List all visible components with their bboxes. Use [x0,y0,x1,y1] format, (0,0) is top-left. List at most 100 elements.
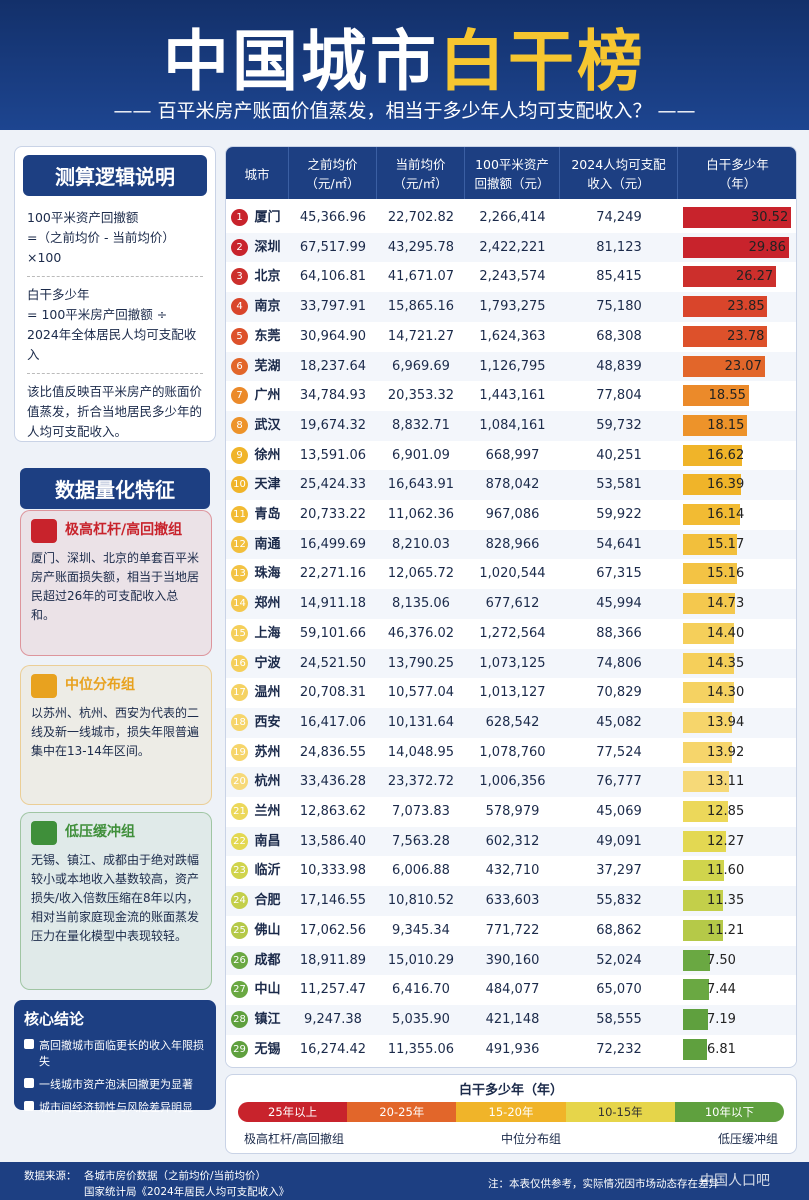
years-bar [683,919,723,941]
cell-income: 59,732 [596,417,642,433]
city: 西安 [254,714,281,730]
legend-segment: 10年以下 [674,1102,784,1122]
cell-income: 37,297 [596,863,642,879]
table-row: 7 广州 34,784.93 20,353.32 1,443,161 77,804 18.5… [226,381,796,411]
cell-income: 68,862 [596,922,642,938]
years-value: 11.60 [707,863,745,879]
cell-income: 48,839 [596,358,642,374]
table-row: 4 南京 33,797.91 15,865.16 1,793,275 75,180 23.8… [226,292,796,322]
table-row: 13 珠海 22,271.16 12,065.72 1,020,544 67,315 15.… [226,559,796,590]
years-bar [683,652,734,674]
logic-line: = 100平米房产回撤额 ÷ [27,307,168,322]
feature-card: 低压缓冲组 无锡、镇江、成都由于绝对跌幅较小或本地收入基数较高，资产损失/收入倍数… [20,812,212,990]
years-bar [683,504,741,525]
years-value: 7.19 [707,1011,736,1027]
table-row: 21 兰州 12,863.62 7,073.83 578,979 45,069 12.85 [226,797,796,827]
years-bar [683,325,768,347]
table-row: 18 西安 16,417.06 10,131.64 628,542 45,082 13.94 [226,707,796,738]
years-bar [683,801,729,822]
city: 武汉 [254,417,281,433]
footer: 数据来源： 各城市房价数据（之前均价/当前均价） 国家统计局《2024年居民人均… [0,1162,809,1200]
years-value: 11.35 [707,893,745,909]
cell-income: 59,922 [596,507,642,522]
cell-curr: 10,577.04 [387,685,455,701]
years-bar [683,563,737,585]
years-value: 7.50 [707,952,736,968]
city: 温州 [254,685,281,701]
cell-income: 55,832 [596,893,642,909]
cell-prev: 10,333.98 [299,863,367,879]
years-bar [683,355,765,377]
city: 芜湖 [254,358,281,374]
header-line: 2024人均可支配 [571,157,666,172]
cell-prev: 59,101.66 [299,625,367,641]
legend-segment: 25年以上 [238,1102,348,1122]
rank-badge: 3 [231,268,248,286]
cell-prev: 24,521.50 [299,655,367,671]
cell-income: 45,069 [596,804,642,819]
data-table: 城市 之前均价 （元/㎡） 当前均价 （元/㎡） 100平米资产 回撤额（元） 2024人均可… [225,146,797,1068]
city: 南通 [254,536,281,552]
legend-group: 中位分布组 [501,1132,562,1146]
cell-income: 74,806 [596,655,642,671]
cell-loss: 2,266,414 [479,210,546,225]
card-title: 极高杠杆/高回撤组 [65,522,183,538]
rank-badge: 29 [231,1040,248,1058]
city: 佛山 [254,922,281,938]
cell-curr: 8,832.71 [392,417,450,433]
table-row: 2 深圳 67,517.99 43,295.78 2,422,221 81,123 29.8… [226,232,796,263]
cell-prev: 67,517.99 [299,239,367,255]
cell-loss: 1,084,161 [479,417,546,433]
city: 苏州 [254,744,281,760]
cell-prev: 18,237.64 [299,358,367,374]
cell-loss: 1,006,356 [479,774,546,790]
source: 国家统计局《2024年居民人均可支配收入》 [84,1186,290,1198]
cell-prev: 13,591.06 [299,447,367,463]
title: 中国城市白干榜 [0,8,809,104]
rank-badge: 7 [231,387,248,405]
table-row: 1 厦门 45,366.96 22,702.82 2,266,414 74,249 30.5… [226,203,796,233]
cell-loss: 602,312 [485,833,540,849]
source-label: 数据来源： [24,1170,77,1182]
years-bar [683,979,710,1001]
card-title: 低压缓冲组 [65,824,135,840]
cell-income: 85,415 [596,269,642,285]
legend-scale: 25年以上 20-25年 15-20年 10-15年 10年以下 [238,1102,784,1122]
years-bar [683,444,742,466]
rank-badge: 2 [231,238,248,256]
cell-prev: 12,863.62 [299,804,367,819]
cell-income: 77,524 [596,744,642,760]
table-header: 城市 [226,147,289,199]
rank-badge: 27 [231,981,248,999]
cell-income: 52,024 [596,952,642,968]
cell-loss: 390,160 [485,952,540,968]
city: 杭州 [254,774,281,790]
cell-curr: 11,062.36 [387,507,455,522]
legend-segment: 10-15年 [565,1102,675,1122]
bullet: 高回撤城市面临更长的收入年限损失 [24,1037,206,1069]
years-value: 18.15 [707,417,745,433]
years-value: 16.39 [707,477,745,493]
card-title: 中位分布组 [65,677,135,693]
cell-income: 54,641 [596,536,642,552]
watermark: 中国人口吧 [700,1173,770,1189]
header-line: 收入（元） [587,176,650,191]
cell-income: 45,082 [596,714,642,730]
cell-prev: 20,708.31 [299,685,367,701]
years-bar [683,771,730,793]
cell-curr: 6,006.88 [392,863,450,879]
years-value: 14.30 [707,685,745,701]
table-row: 20 杭州 33,436.28 23,372.72 1,006,356 76,777 13.… [226,767,796,797]
years-value: 12.85 [707,804,745,819]
cell-curr: 5,035.90 [392,1011,450,1027]
cell-curr: 43,295.78 [387,239,455,255]
years-value: 29.86 [748,239,786,255]
header-line: 之前均价 [307,157,358,172]
cell-curr: 12,065.72 [387,566,455,582]
cell-curr: 8,210.03 [392,536,450,552]
table-header: 当前均价 （元/㎡） [377,147,465,199]
cell-curr: 9,345.34 [392,922,450,938]
city: 临沂 [254,863,281,879]
card-icon [31,821,57,845]
city: 东莞 [254,328,281,344]
